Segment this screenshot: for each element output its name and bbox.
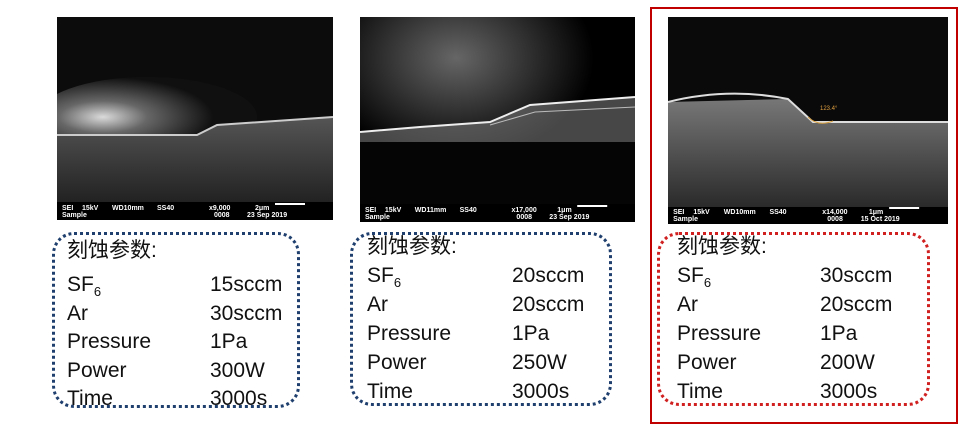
sem-info: SS40 bbox=[769, 209, 786, 216]
sem-info: x17,000 bbox=[511, 207, 536, 214]
sem-info: Sample bbox=[673, 216, 698, 223]
sem-info: WD10mm bbox=[112, 205, 144, 212]
sem-info: SS40 bbox=[460, 207, 477, 214]
param-label-subscript: 6 bbox=[703, 275, 712, 291]
sem-info: 0008 bbox=[214, 212, 230, 219]
scale-bar bbox=[889, 207, 920, 209]
sem-info: SEI bbox=[365, 207, 376, 214]
sem-info: 15 Oct 2019 bbox=[861, 216, 900, 223]
sem-info: 15kV bbox=[82, 205, 99, 212]
highlight-frame bbox=[650, 7, 958, 424]
sem-info: x9,000 bbox=[209, 205, 231, 212]
param-label-subscript: 6 bbox=[393, 275, 402, 291]
sem-info: 15kV bbox=[385, 207, 402, 214]
param-label: Pressure bbox=[67, 330, 152, 354]
sem-info: SEI bbox=[62, 205, 73, 212]
param-label-subscript: 6 bbox=[93, 284, 102, 300]
param-box bbox=[657, 232, 930, 406]
sem-info: 23 Sep 2019 bbox=[247, 212, 287, 219]
sem-image: SEI 15kV WD11mm SS40 x17,000 1μm Sample 0008 23 … bbox=[360, 17, 635, 222]
sem-info: 15kV bbox=[693, 209, 710, 216]
param-title: 刻蚀参数: bbox=[367, 235, 457, 258]
param-value: 200W bbox=[820, 351, 875, 374]
sem-info: SEI bbox=[673, 209, 684, 216]
sem-info: 23 Sep 2019 bbox=[549, 214, 589, 221]
param-label-text: SF bbox=[677, 264, 704, 287]
param-label: Time bbox=[67, 387, 113, 411]
sem-info: 1μm bbox=[869, 209, 883, 216]
param-value: 15sccm bbox=[210, 273, 283, 296]
sem-info: SS40 bbox=[157, 205, 174, 212]
param-value: 300W bbox=[210, 358, 265, 382]
sem-image: SEI 15kV WD10mm SS40 x9,000 2μm Sample 0008 23 S… bbox=[57, 17, 333, 220]
sem-info: Sample bbox=[365, 214, 390, 221]
param-label: Time bbox=[677, 380, 723, 403]
sem-info: x14,000 bbox=[822, 209, 847, 216]
param-value: 30sccm bbox=[210, 301, 283, 325]
sem-image: SEI 15kV WD10mm SS40 x14,000 1μm Sample 0008 15 … bbox=[668, 17, 948, 224]
param-label: Pressure bbox=[677, 322, 762, 345]
param-value: 3000s bbox=[512, 380, 570, 403]
param-value: 1Pa bbox=[210, 330, 248, 354]
param-label: Ar bbox=[67, 301, 88, 325]
sem-info: Sample bbox=[62, 212, 87, 219]
param-value: 3000s bbox=[820, 380, 878, 403]
param-label: Power bbox=[367, 351, 427, 374]
param-box bbox=[350, 232, 612, 406]
param-label: SF6 bbox=[367, 265, 401, 289]
param-label: SF6 bbox=[67, 274, 101, 298]
param-label: Power bbox=[67, 358, 127, 382]
param-value: 3000s bbox=[210, 387, 268, 411]
sem-info: 2μm bbox=[255, 205, 269, 212]
param-label: Ar bbox=[677, 293, 698, 316]
param-value: 20sccm bbox=[512, 293, 585, 316]
param-value: 250W bbox=[512, 351, 567, 374]
scale-bar bbox=[577, 205, 608, 207]
param-label: Pressure bbox=[367, 322, 452, 345]
param-title: 刻蚀参数: bbox=[67, 239, 157, 262]
scale-bar bbox=[275, 203, 305, 205]
param-label: Ar bbox=[367, 293, 388, 316]
param-value: 20sccm bbox=[512, 264, 585, 287]
param-box bbox=[52, 232, 300, 408]
sem-info: WD10mm bbox=[724, 209, 756, 216]
param-label: SF6 bbox=[677, 265, 711, 289]
sem-info: 0008 bbox=[516, 214, 532, 221]
angle-annotation: 123.4° bbox=[820, 106, 838, 112]
param-label: Time bbox=[367, 380, 413, 403]
sem-info: 0008 bbox=[827, 216, 843, 223]
param-label: Power bbox=[677, 351, 737, 374]
param-value: 20sccm bbox=[820, 293, 893, 316]
sem-info: 1μm bbox=[557, 207, 571, 214]
param-value: 1Pa bbox=[512, 322, 550, 345]
param-label-text: SF bbox=[367, 264, 394, 287]
sem-info: WD11mm bbox=[415, 207, 447, 214]
param-title: 刻蚀参数: bbox=[677, 235, 767, 258]
param-value: 30sccm bbox=[820, 264, 893, 287]
param-value: 1Pa bbox=[820, 322, 858, 345]
param-label-text: SF bbox=[67, 273, 94, 296]
